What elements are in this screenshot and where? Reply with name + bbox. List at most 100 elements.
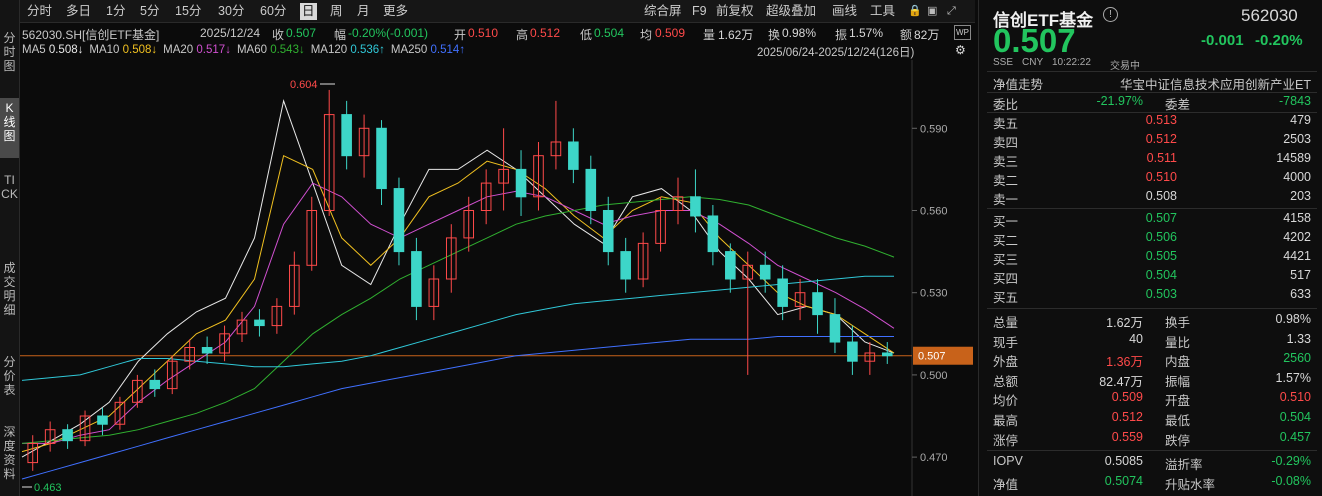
candle — [812, 279, 823, 334]
nav-trend-row[interactable]: 净值走势 华宝中证信息技术应用创新产业ET — [993, 73, 1311, 92]
candle — [323, 89, 335, 216]
period-tab-2[interactable]: 多日 — [66, 4, 92, 18]
period-tab-9[interactable]: 周 — [330, 4, 343, 18]
ma-arrow: ↓ — [77, 44, 84, 56]
candle-body — [463, 209, 475, 239]
period-tab-5[interactable]: 15分 — [175, 4, 202, 18]
bid-row-2[interactable]: 买二 0.506 4202 — [993, 229, 1311, 248]
ma-arrow: ↓ — [225, 44, 231, 56]
date-range[interactable]: 2025/06/24-2025/12/24(126日) — [757, 47, 915, 59]
stat-row-2: 现手 40 量比 1.33 — [993, 331, 1311, 350]
ask-row-4[interactable]: 卖二 0.510 4000 — [993, 169, 1311, 188]
stat-label: 均价 — [993, 394, 1019, 409]
candle — [376, 120, 387, 206]
ask-row-2[interactable]: 卖四 0.512 2503 — [993, 131, 1311, 150]
ma-value: 0.508 — [122, 44, 152, 56]
bid-volume: 4202 — [1283, 230, 1311, 244]
settings-gear-icon[interactable]: ⚙ — [955, 43, 966, 57]
min-price-label: 0.463 — [34, 482, 62, 494]
candle-body — [568, 141, 579, 170]
ask-volume: 2503 — [1283, 132, 1311, 146]
candle — [27, 435, 39, 471]
wp-toggle-icon[interactable]: WP — [954, 25, 971, 40]
sidebar-tab-6[interactable]: 深度资料 — [3, 425, 16, 481]
period-tab-11[interactable]: 更多 — [383, 4, 409, 18]
sidebar-tab-5[interactable]: 分价表 — [3, 355, 16, 397]
stat-value: 1.62万 — [1106, 316, 1143, 330]
candle-body — [132, 379, 143, 403]
candle-body — [358, 127, 370, 157]
iopv-value: -0.08% — [1271, 473, 1311, 488]
kline-chart[interactable]: 0.590 0.560 0.530 0.500 0.470 0.507 0.604 0.46… — [20, 60, 975, 496]
sidebar-tab-4[interactable]: 成交明细 — [3, 261, 16, 317]
candle — [393, 177, 405, 266]
candle — [166, 355, 178, 395]
candle-body — [254, 319, 265, 327]
layout-icon[interactable]: ▣ — [927, 5, 938, 17]
low-value: 0.504 — [594, 26, 625, 40]
toolbar-button-3[interactable]: 前复权 — [716, 4, 754, 18]
bid-row-5[interactable]: 买五 0.503 633 — [993, 286, 1311, 305]
lock-icon[interactable]: 🔒 — [908, 5, 922, 17]
ma-value: 0.536 — [350, 44, 380, 56]
toolbar-button-4[interactable]: 超级叠加 — [766, 4, 817, 18]
ma-legend-bar: MA5 0.508↓ MA10 0.508↓ MA20 0.517↓ MA60 0.5… — [20, 43, 975, 59]
candle-body — [271, 305, 283, 327]
iopv-value: 0.5085 — [1104, 454, 1143, 468]
candle — [620, 237, 631, 293]
toolbar-button-1[interactable]: 综合屏 — [644, 4, 682, 18]
ask-row-3[interactable]: 卖三 0.511 14589 — [993, 150, 1311, 169]
period-tab-6[interactable]: 30分 — [218, 4, 245, 18]
candle — [585, 155, 597, 225]
candle-body — [812, 292, 823, 316]
stat-row-1: 总量 1.62万 换手 0.98% — [993, 311, 1311, 330]
candle — [236, 311, 248, 343]
candle — [480, 169, 492, 225]
toolbar-button-2[interactable]: F9 — [692, 4, 707, 18]
bid-row-4[interactable]: 买四 0.504 517 — [993, 267, 1311, 286]
current-price-label: 0.507 — [918, 351, 946, 363]
candle — [62, 424, 73, 449]
stat-label: 换手 — [1165, 316, 1191, 330]
ask-price: 0.508 — [1145, 189, 1177, 203]
quote-price: 0.507 — [993, 22, 1076, 59]
stat-value: 2560 — [1283, 351, 1311, 366]
candle-body — [428, 278, 440, 307]
sidebar-tab-3[interactable]: TICK — [1, 173, 18, 201]
bid-row-3[interactable]: 买三 0.505 4421 — [993, 248, 1311, 267]
maximize-icon[interactable]: ⤢ — [947, 5, 956, 17]
candle-body — [829, 314, 841, 343]
quote-change-pct: -0.20% — [1255, 32, 1303, 49]
stat-row-3: 外盘 1.36万 内盘 2560 — [993, 350, 1311, 369]
period-tab-10[interactable]: 月 — [357, 4, 370, 18]
current-price-tag — [913, 346, 973, 365]
stat-row-4: 总额 82.47万 振幅 1.57% — [993, 370, 1311, 389]
period-tab-1[interactable]: 分时 — [27, 4, 53, 18]
ask-row-1[interactable]: 卖五 0.513 479 — [993, 112, 1311, 131]
info-icon[interactable]: ! — [1103, 7, 1118, 22]
sidebar-tab-1[interactable]: 分时图 — [3, 31, 16, 73]
candle-body — [847, 341, 858, 362]
iopv-label: IOPV — [993, 454, 1023, 468]
sidebar-tab-2[interactable]: K线图 — [0, 98, 19, 158]
ma-arrow: ↓ — [151, 44, 158, 56]
bid-row-1[interactable]: 买一 0.507 4158 — [993, 210, 1311, 229]
ask-label: 卖二 — [993, 174, 1019, 188]
candle-body — [219, 333, 230, 354]
stat-value: 0.512 — [1111, 410, 1143, 424]
stat-label: 最低 — [1165, 414, 1191, 428]
amp-label: 幅 — [334, 28, 347, 42]
candle-body — [725, 251, 736, 280]
toolbar-button-6[interactable]: 工具 — [870, 4, 896, 18]
candle — [306, 196, 318, 271]
toolbar-button-5[interactable]: 画线 — [832, 4, 858, 18]
period-tab-3[interactable]: 1分 — [106, 4, 126, 18]
period-toolbar: 分时 多日 1分 5分 15分 30分 60分日周月更多 综合屏 F9 前复权 超级叠加 画线 工具 🔒 ▣… — [20, 0, 975, 23]
period-tab-4[interactable]: 5分 — [140, 4, 160, 18]
ask-row-5[interactable]: 卖一 0.508 203 — [993, 188, 1311, 207]
bid-volume: 517 — [1290, 268, 1311, 282]
period-tab-7[interactable]: 60分 — [260, 4, 287, 18]
period-tab-8[interactable]: 日 — [300, 3, 317, 20]
close-value: 0.507 — [286, 26, 317, 40]
stat-value: 1.36万 — [1106, 355, 1143, 370]
